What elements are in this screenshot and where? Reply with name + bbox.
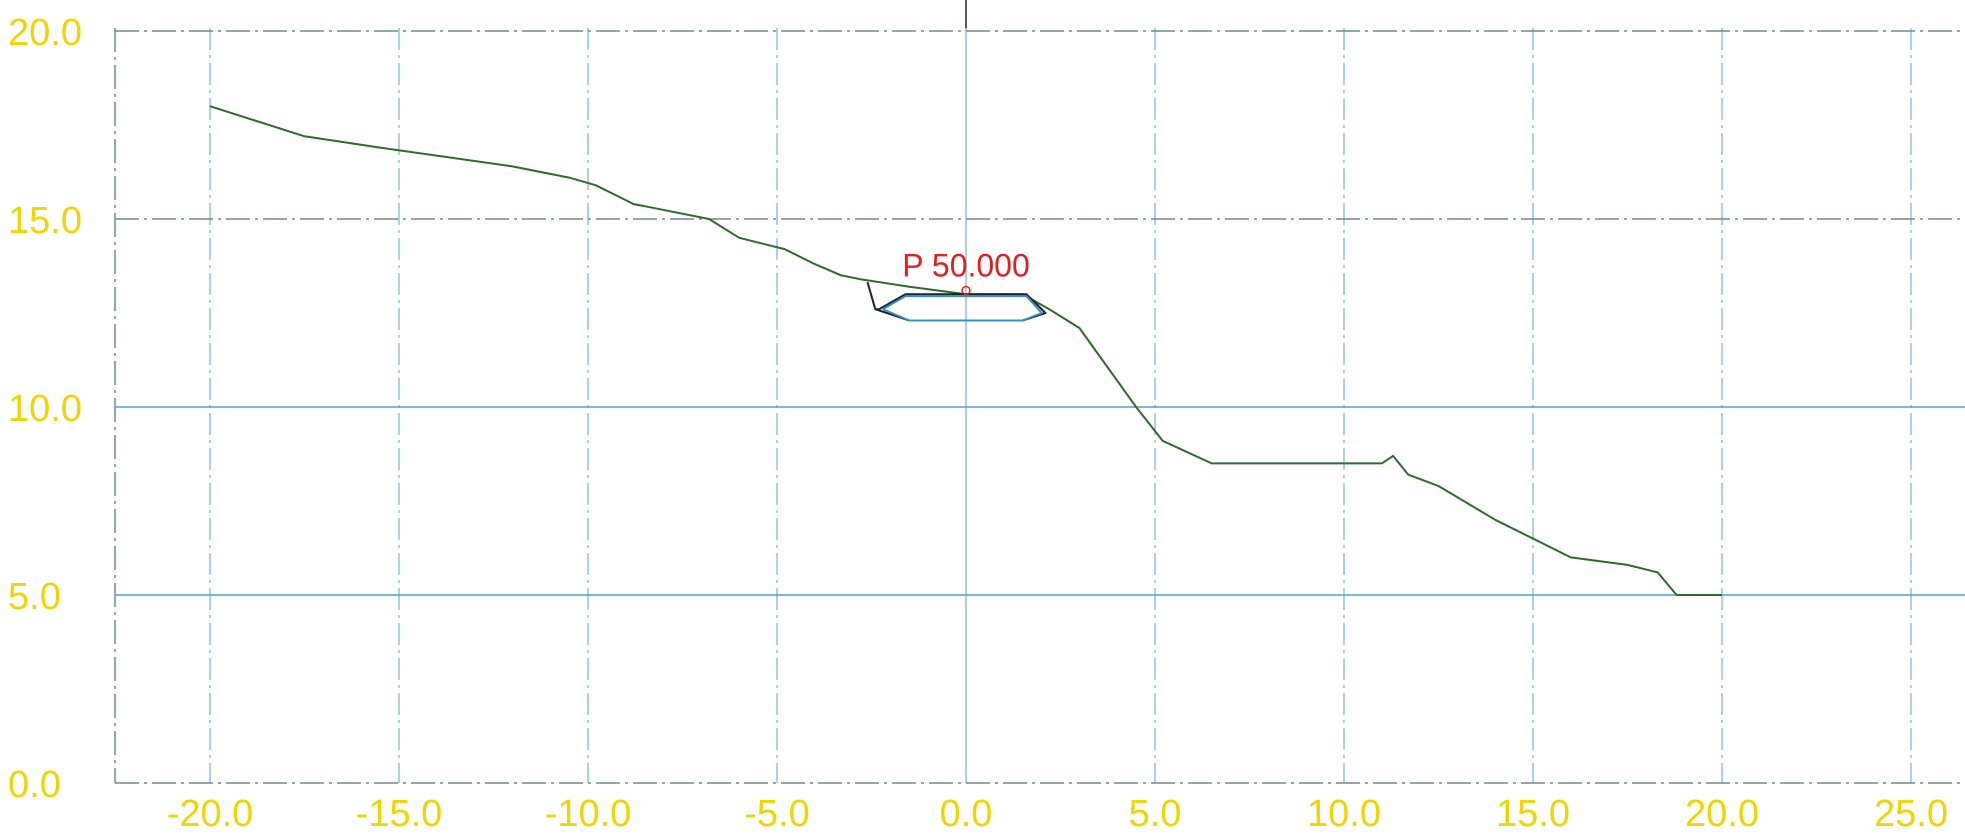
y-tick-label: 20.0 xyxy=(8,12,82,54)
annotations: P 50.000 xyxy=(902,247,1030,296)
y-tick-label: 10.0 xyxy=(8,388,82,430)
axes xyxy=(114,0,967,783)
tick-labels: -20.0 -15.0 -10.0 -5.0 0.0 5.0 10.0 15.0 20.0 25.… xyxy=(8,12,1948,835)
annotation-point xyxy=(961,285,971,296)
x-tick-label: -5.0 xyxy=(744,793,809,835)
x-tick-label: 10.0 xyxy=(1307,793,1381,835)
x-tick-label: -10.0 xyxy=(545,793,632,835)
x-tick-label: 20.0 xyxy=(1685,793,1759,835)
x-tick-label: 25.0 xyxy=(1874,793,1948,835)
x-tick-label: 5.0 xyxy=(1129,793,1182,835)
grid xyxy=(115,28,1965,784)
annotation-label: P 50.000 xyxy=(902,247,1030,283)
y-tick-label: 15.0 xyxy=(8,200,82,242)
x-tick-label: 15.0 xyxy=(1496,793,1570,835)
y-tick-label: 0.0 xyxy=(8,764,61,806)
x-tick-label: -15.0 xyxy=(356,793,443,835)
series-group xyxy=(209,105,1722,596)
x-tick-label: 0.0 xyxy=(940,793,993,835)
x-tick-label: -20.0 xyxy=(167,793,254,835)
y-tick-label: 5.0 xyxy=(8,576,61,618)
road-inner-line xyxy=(882,295,1043,322)
